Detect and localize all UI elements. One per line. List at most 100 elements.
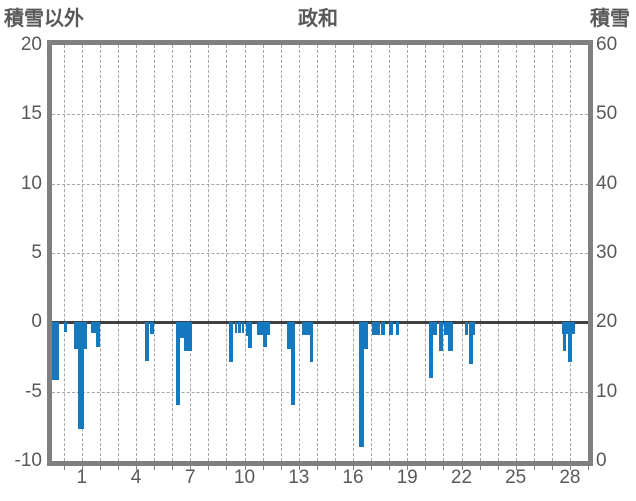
x-axis-tickmark [551,466,553,470]
x-axis-tickmark [190,466,192,470]
x-axis-tickmark [389,466,391,470]
bar-day-6.88 [184,322,193,351]
x-axis-tickmark [515,466,517,470]
bar-day-16.45 [358,322,364,448]
bar-day-17.28 [372,322,381,336]
x-axis-tickmark [280,466,282,470]
bar-day-10.87 [257,322,264,335]
x-axis-tick-25: 25 [505,467,527,488]
left-axis-tick--5: -5 [25,380,42,402]
x-axis-tickmark [99,466,101,470]
x-axis-tick-16: 16 [342,467,364,488]
x-axis-tickmark [208,466,210,470]
x-axis-tick-19: 19 [396,467,418,488]
x-axis-tickmark [262,466,264,470]
x-axis-tickmark [371,466,373,470]
bar-day-9.24 [228,322,233,362]
left-axis-title: 積雪以外 [4,8,84,30]
x-axis-tickmark [118,466,119,470]
bar-day-11.14 [263,322,268,348]
x-axis-tickmark [81,466,83,470]
bar-day-27.84 [565,322,569,335]
bar-day-9.9 [241,322,244,334]
bar-day-10.13 [245,322,249,337]
x-axis-tick-13: 13 [288,467,310,488]
x-axis-tickmark [588,466,589,470]
bar-day-27.69 [562,322,566,351]
bar-day-16.7 [363,322,368,349]
x-axis-tickmark [443,466,445,470]
x-axis-tickmark [407,466,409,470]
x-axis-tickmark [497,466,499,470]
chart-title: 政和 [298,8,338,30]
left-axis-tick-0: 0 [31,311,42,333]
bar-day-22.5 [468,322,473,364]
x-axis-tick-7: 7 [185,467,196,488]
x-axis-tick-4: 4 [130,467,142,488]
x-axis-tickmark [316,466,318,470]
bar-day-22.67 [472,322,475,336]
bar-day-1.2 [84,322,87,349]
bar-day-11.34 [267,322,271,335]
left-axis-tick-10: 10 [20,172,42,194]
bar-day-20.31 [428,322,434,378]
zero-line [52,321,588,325]
bar-day-4.86 [149,322,154,335]
x-axis-tickmark [172,466,174,470]
bar-day-0.08 [63,322,67,332]
x-axis-tick-22: 22 [450,467,473,488]
x-axis-tickmark [569,466,571,470]
bar-day-13.69 [309,322,313,363]
x-axis-tickmark [244,466,246,470]
x-axis-tickmark [154,466,156,470]
x-axis-tickmark [226,466,228,470]
left-axis-tick-15: 15 [20,103,42,125]
bar-day-21.16 [444,322,449,336]
bar-day-12.46 [287,322,291,350]
right-axis-tick-60: 60 [596,34,618,55]
x-axis-tickmark [533,466,535,470]
bar-day-9.72 [238,322,241,334]
right-axis-tick-30: 30 [596,242,618,263]
x-axis-tickmark [298,466,300,470]
bar-day-6.54 [180,322,184,338]
bar-day-20.85 [438,322,443,351]
x-axis-tickmark [353,466,354,470]
horizontal-gridline [52,253,588,254]
right-axis-title: 積雪 [590,8,630,30]
left-axis-tick-20: 20 [20,34,42,55]
horizontal-gridline [52,183,588,185]
bar-day-1.9 [96,322,100,348]
x-axis-tickmark [479,466,481,470]
bar-day-20.54 [433,322,437,336]
bar-day-13.4 [302,322,310,335]
bar-day-10.32 [248,322,253,348]
x-axis-tickmark [63,466,65,470]
bar-day-1.73 [90,322,100,333]
x-axis-tick-28: 28 [559,467,581,488]
bar-day-0.69 [74,322,79,349]
bar-day-27.59 [561,322,564,335]
right-axis-tick-0: 0 [596,450,607,471]
horizontal-gridline [52,114,588,116]
right-axis-tick-10: 10 [596,380,618,402]
x-axis-tick-10: 10 [233,467,256,488]
right-axis-tick-40: 40 [596,172,618,194]
right-axis-tick-20: 20 [596,311,618,333]
bar-day-12.67 [290,322,295,406]
bar-day-22.29 [465,322,469,336]
x-axis-tickmark [136,466,138,470]
left-axis-tick--10: -10 [14,450,42,471]
bar-day-4.62 [145,322,150,362]
bar-day-18.48 [396,322,400,336]
x-axis-tick-1: 1 [76,467,88,488]
horizontal-gridline [52,391,588,393]
right-axis-tick-50: 50 [596,103,618,125]
plot-area [52,45,588,461]
bar-day-6.3 [175,322,180,406]
x-axis-tickmark [334,466,336,470]
bar-day-0.96 [78,322,85,430]
bar-day-18.09 [388,322,393,336]
x-axis-tickmark [461,466,463,470]
